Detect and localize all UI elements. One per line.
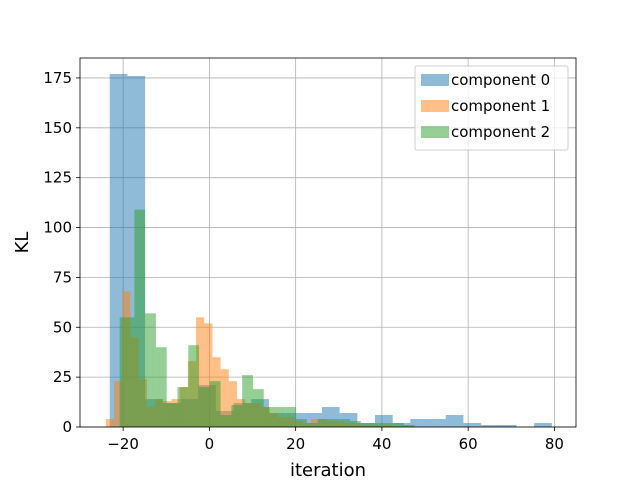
y-tick-label: 125 bbox=[43, 169, 72, 187]
histogram-bar bbox=[382, 423, 394, 427]
histogram-bar bbox=[220, 415, 232, 427]
x-tick-label: 0 bbox=[205, 435, 215, 453]
histogram-bar bbox=[196, 317, 205, 427]
legend-label: component 0 bbox=[451, 71, 550, 89]
x-tick-label: 60 bbox=[459, 435, 478, 453]
histogram-bar bbox=[105, 419, 115, 427]
axis-ticks: −20 0 20 40 60 80 0 25 50 75 100 125 150 175 bbox=[43, 69, 564, 453]
histogram-bar bbox=[155, 347, 167, 427]
histogram-bar bbox=[328, 419, 340, 427]
histogram-bar bbox=[375, 415, 393, 427]
histogram-bar bbox=[534, 423, 552, 427]
legend-item: component 1 bbox=[421, 97, 550, 115]
histogram-bar bbox=[360, 423, 372, 427]
histogram-bar bbox=[220, 369, 229, 427]
histogram-bar bbox=[242, 375, 253, 427]
histogram-bars bbox=[105, 73, 552, 427]
x-tick-label: 80 bbox=[545, 435, 564, 453]
histogram-bar bbox=[393, 423, 404, 427]
histogram-bar bbox=[428, 419, 446, 427]
axes-frame bbox=[79, 57, 577, 428]
histogram-bar bbox=[252, 389, 264, 427]
histogram-bar bbox=[119, 317, 135, 427]
histogram-bar bbox=[263, 407, 275, 427]
legend-item: component 0 bbox=[421, 71, 550, 89]
histogram-bar bbox=[317, 419, 329, 427]
histogram-bar bbox=[498, 425, 517, 427]
histogram-bar bbox=[114, 381, 123, 427]
histogram-bar bbox=[445, 415, 464, 427]
y-tick-label: 0 bbox=[62, 418, 72, 436]
x-tick-label: −20 bbox=[107, 435, 139, 453]
legend: component 0 component 1 component 2 bbox=[414, 65, 569, 151]
histogram-bar bbox=[410, 419, 429, 427]
histogram-bar bbox=[134, 209, 146, 427]
histogram-bar bbox=[228, 381, 237, 427]
histogram-bar bbox=[177, 387, 189, 427]
series-2-bars bbox=[119, 209, 415, 427]
legend-label: component 1 bbox=[451, 97, 550, 115]
y-axis-label: KL bbox=[12, 232, 33, 254]
histogram-bar bbox=[296, 419, 307, 427]
histogram-bar bbox=[349, 421, 361, 427]
y-tick-label: 100 bbox=[43, 219, 72, 237]
x-axis-label: iteration bbox=[290, 460, 366, 480]
histogram-bar bbox=[339, 419, 350, 427]
histogram-bar bbox=[371, 423, 383, 427]
histogram-bar bbox=[403, 425, 415, 427]
histogram-bar bbox=[285, 407, 297, 427]
y-tick-label: 25 bbox=[53, 368, 72, 386]
x-tick-label: 40 bbox=[372, 435, 391, 453]
histogram-bar bbox=[204, 323, 213, 427]
histogram-bar bbox=[188, 345, 200, 427]
histogram-bar bbox=[231, 405, 243, 427]
histogram-bar bbox=[463, 423, 482, 427]
histogram-bar bbox=[274, 407, 286, 427]
legend-swatch bbox=[421, 74, 449, 86]
legend-swatch bbox=[421, 126, 449, 138]
histogram-bar bbox=[209, 381, 221, 427]
x-tick-label: 20 bbox=[286, 435, 305, 453]
histogram-bar bbox=[481, 425, 499, 427]
y-tick-label: 50 bbox=[53, 318, 72, 336]
legend-box bbox=[414, 65, 569, 151]
histogram-bar bbox=[199, 387, 210, 427]
y-tick-label: 150 bbox=[43, 119, 72, 137]
legend-label: component 2 bbox=[451, 123, 550, 141]
histogram-bar bbox=[166, 403, 178, 427]
y-tick-label: 175 bbox=[43, 69, 72, 87]
legend-swatch bbox=[421, 100, 449, 112]
legend-item: component 2 bbox=[421, 123, 550, 141]
histogram-bar bbox=[145, 313, 156, 427]
histogram-bar bbox=[306, 423, 318, 427]
y-tick-label: 75 bbox=[53, 268, 72, 286]
